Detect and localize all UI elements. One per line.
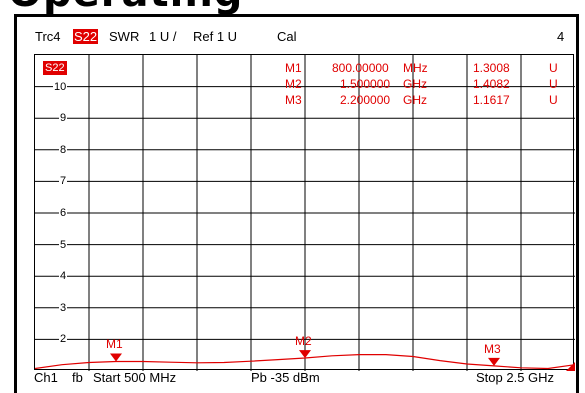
marker-frequency: 1.500000 <box>340 77 391 91</box>
marker-frequency-unit: MHz <box>403 61 428 75</box>
marker-value-unit: U <box>549 93 558 107</box>
channel-number: 4 <box>557 29 565 44</box>
banner: Operating <box>0 0 585 14</box>
trace-end-indicator <box>566 362 575 371</box>
trace-reference[interactable]: Ref 1 U <box>193 29 238 44</box>
trace-chart <box>35 55 575 371</box>
marker-value: 1.4082 <box>473 77 510 91</box>
y-tick-label: 6 <box>59 207 68 219</box>
marker-name: M2 <box>285 77 302 91</box>
stop-frequency[interactable]: Stop 2.5 GHz <box>476 370 555 385</box>
calibration-status: Cal <box>277 29 297 44</box>
marker-frequency-unit: GHz <box>403 77 427 91</box>
trace-scale[interactable]: 1 U / <box>149 29 177 44</box>
grid-lines <box>35 55 575 371</box>
marker-name: M3 <box>285 93 302 107</box>
trace-header: Trc4 S22 SWR 1 U / Ref 1 U Cal 4 <box>17 29 582 49</box>
trace-name[interactable]: Trc4 <box>35 29 61 44</box>
y-tick-label: 3 <box>59 301 68 314</box>
marker-value: 1.1617 <box>473 93 510 107</box>
marker-layer <box>110 350 500 366</box>
marker-triangle <box>488 357 500 366</box>
marker-frequency: 2.200000 <box>340 93 391 107</box>
marker-value: 1.3008 <box>473 61 510 75</box>
marker-value-unit: U <box>549 61 558 75</box>
marker-label[interactable]: M3 <box>484 341 501 356</box>
y-tick-label: 5 <box>59 238 68 251</box>
marker-frequency: 800.00000 <box>332 61 389 75</box>
marker-triangle <box>299 350 311 359</box>
start-frequency[interactable]: Start 500 MHz <box>93 370 177 385</box>
channel-footer: Ch1 fb Start 500 MHz Pb -35 dBm Stop 2.5… <box>17 368 582 392</box>
vna-display: Trc4 S22 SWR 1 U / Ref 1 U Cal 4 2 3 4 5 6 7 8… <box>14 14 579 393</box>
y-tick-label: 4 <box>59 270 68 283</box>
y-tick-label: 8 <box>59 143 68 156</box>
marker-triangle <box>110 353 122 362</box>
trace-format[interactable]: SWR <box>109 29 140 44</box>
banner-title: Operating <box>8 0 243 14</box>
marker-value-unit: U <box>549 77 558 91</box>
marker-label[interactable]: M1 <box>106 337 123 352</box>
channel-label[interactable]: Ch1 <box>34 370 58 385</box>
trace-badge: S22 <box>43 61 67 75</box>
sweep-mode: fb <box>72 370 83 385</box>
trace-plot[interactable]: 2 3 4 5 6 7 8 9 10 M1 M2 M3 S22 M1 800.00000 MHz 1… <box>34 54 575 371</box>
y-tick-label: 10 <box>53 80 68 93</box>
source-power[interactable]: Pb -35 dBm <box>251 370 320 385</box>
marker-frequency-unit: GHz <box>403 93 427 107</box>
marker-label[interactable]: M2 <box>295 334 312 349</box>
y-tick-label: 7 <box>59 175 68 188</box>
marker-name: M1 <box>285 61 302 75</box>
y-tick-label: 2 <box>59 333 68 346</box>
trace-parameter[interactable]: S22 <box>73 29 99 44</box>
y-tick-label: 9 <box>59 112 68 125</box>
